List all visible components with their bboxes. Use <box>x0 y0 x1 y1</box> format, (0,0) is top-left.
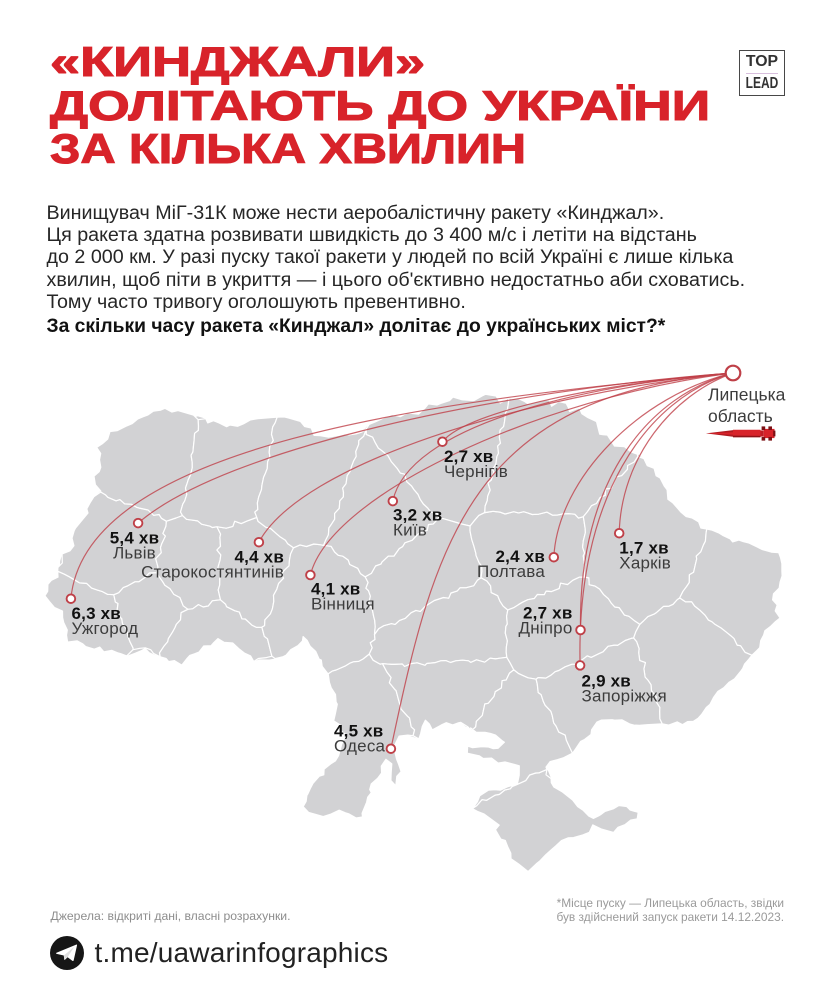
svg-text:2,7 хв: 2,7 хв <box>523 603 572 622</box>
svg-text:область: область <box>708 406 773 426</box>
svg-text:Старокостянтинів: Старокостянтинів <box>141 563 284 582</box>
svg-text:Полтава: Полтава <box>477 562 545 581</box>
svg-text:5,4 хв: 5,4 хв <box>110 528 159 547</box>
svg-text:4,5 хв: 4,5 хв <box>334 722 383 741</box>
svg-text:Запоріжжя: Запоріжжя <box>582 687 667 706</box>
svg-text:Харків: Харків <box>619 554 671 573</box>
svg-text:2,7 хв: 2,7 хв <box>444 447 493 466</box>
svg-text:Чернігів: Чернігів <box>444 462 508 481</box>
svg-text:6,3 хв: 6,3 хв <box>72 604 121 623</box>
svg-text:2,4 хв: 2,4 хв <box>496 547 545 566</box>
svg-text:Львів: Львів <box>113 543 156 562</box>
svg-text:1,7 хв: 1,7 хв <box>619 539 668 558</box>
svg-text:Київ: Київ <box>393 521 427 540</box>
svg-text:Одеса: Одеса <box>334 737 386 756</box>
svg-text:Вінниця: Вінниця <box>311 594 375 613</box>
svg-text:Дніпро: Дніпро <box>519 618 573 637</box>
svg-text:Липецька: Липецька <box>708 385 786 405</box>
svg-text:Ужгород: Ужгород <box>72 619 139 638</box>
svg-text:4,4 хв: 4,4 хв <box>235 548 284 567</box>
svg-text:2,9 хв: 2,9 хв <box>582 672 631 691</box>
svg-text:3,2 хв: 3,2 хв <box>393 506 442 525</box>
svg-text:4,1 хв: 4,1 хв <box>311 579 360 598</box>
